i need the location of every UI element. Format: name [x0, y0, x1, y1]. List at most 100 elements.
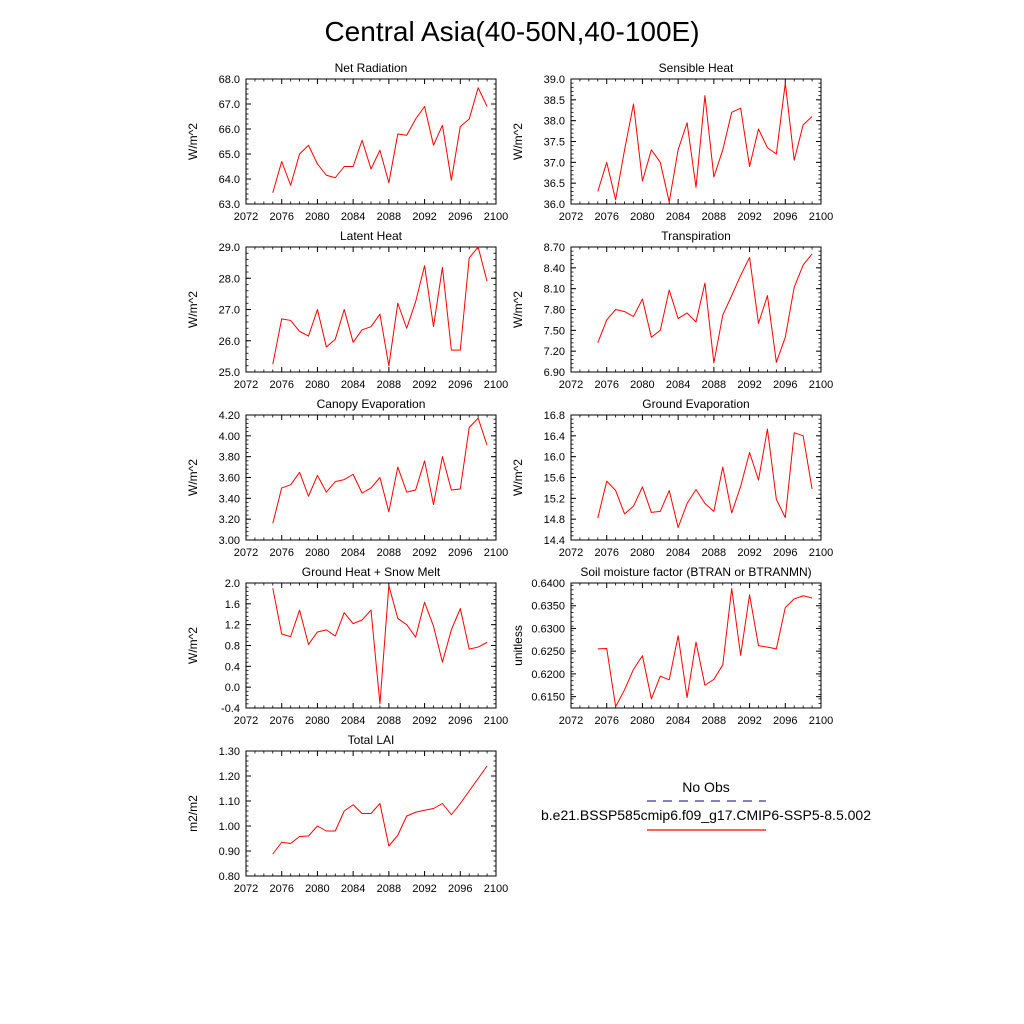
panel-title: Net Radiation: [335, 61, 408, 75]
series-line: [272, 246, 488, 367]
x-tick-label: 2100: [809, 547, 833, 559]
x-tick-label: 2084: [666, 547, 690, 559]
x-tick-label: 2080: [305, 379, 329, 391]
x-tick-label: 2072: [559, 547, 583, 559]
y-axis-label: W/m^2: [511, 459, 525, 496]
x-tick-label: 2076: [269, 379, 293, 391]
x-tick-label: 2096: [448, 547, 472, 559]
y-tick-label: 7.20: [544, 346, 565, 358]
series-line: [272, 765, 488, 855]
y-tick-label: 66.0: [219, 124, 240, 136]
y-axis-label: W/m^2: [511, 291, 525, 328]
y-tick-label: 38.0: [544, 116, 565, 128]
y-tick-label: 36.5: [544, 178, 565, 190]
y-tick-label: 1.00: [219, 821, 240, 833]
figure-title: Central Asia(40-50N,40-100E): [324, 16, 699, 47]
series-line: [597, 587, 813, 708]
x-tick-label: 2096: [773, 715, 797, 727]
y-tick-label: 29.0: [219, 242, 240, 254]
series-line: [597, 253, 813, 364]
x-tick-label: 2084: [666, 211, 690, 223]
x-tick-label: 2096: [448, 379, 472, 391]
y-tick-label: 3.00: [219, 535, 240, 547]
panel-title: Ground Heat + Snow Melt: [302, 565, 441, 579]
y-axis-label: W/m^2: [186, 123, 200, 160]
y-tick-label: 0.6250: [531, 646, 565, 658]
y-tick-label: 14.8: [544, 514, 565, 526]
x-tick-label: 2088: [377, 883, 401, 895]
x-tick-label: 2092: [412, 883, 436, 895]
y-tick-label: 16.4: [544, 431, 565, 443]
x-tick-label: 2076: [269, 211, 293, 223]
series-line: [597, 82, 813, 203]
panel-title: Total LAI: [348, 733, 395, 747]
x-tick-label: 2084: [341, 379, 365, 391]
y-tick-label: 63.0: [219, 199, 240, 211]
y-tick-label: 3.20: [219, 514, 240, 526]
chart-panel: Latent Heat W/m^2 2072 2076 2080 2084 2088 2092…: [186, 229, 508, 391]
chart-panel: Net Radiation W/m^2 2072 2076 2080 2084 2088 20…: [186, 61, 508, 223]
y-tick-label: 1.20: [219, 771, 240, 783]
x-tick-label: 2080: [630, 547, 654, 559]
y-tick-label: 38.5: [544, 95, 565, 107]
x-tick-label: 2092: [412, 379, 436, 391]
x-tick-label: 2084: [341, 547, 365, 559]
x-tick-label: 2080: [630, 379, 654, 391]
y-tick-label: 28.0: [219, 273, 240, 285]
y-tick-label: 65.0: [219, 149, 240, 161]
y-tick-label: 8.70: [544, 242, 565, 254]
y-axis-label: W/m^2: [186, 291, 200, 328]
x-tick-label: 2088: [702, 211, 726, 223]
x-tick-label: 2080: [305, 547, 329, 559]
chart-panel: Ground Heat + Snow Melt W/m^2 2072 2076 2080…: [186, 565, 508, 727]
y-tick-label: 3.60: [219, 473, 240, 485]
x-tick-label: 2100: [484, 547, 508, 559]
y-tick-label: 0.6350: [531, 601, 565, 613]
x-tick-label: 2088: [377, 211, 401, 223]
y-tick-label: 3.80: [219, 452, 240, 464]
panel-title: Soil moisture factor (BTRAN or BTRANMN): [580, 565, 811, 579]
chart-panels: Net Radiation W/m^2 2072 2076 2080 2084 2088 20…: [186, 61, 833, 895]
y-tick-label: 0.6150: [531, 692, 565, 704]
chart-panel: Sensible Heat W/m^2 2072 2076 2080 2084 2088 20…: [511, 61, 833, 223]
chart-panel: Ground Evaporation W/m^2 2072 2076 2080 2084 2…: [511, 397, 833, 559]
y-tick-label: 0.8: [225, 641, 240, 653]
x-tick-label: 2084: [666, 715, 690, 727]
legend: No Obs b.e21.BSSP585cmip6.f09_g17.CMIP6-…: [541, 779, 871, 831]
y-tick-label: 0.6200: [531, 669, 565, 681]
x-tick-label: 2076: [269, 547, 293, 559]
panel-title: Canopy Evaporation: [317, 397, 426, 411]
y-tick-label: 1.6: [225, 599, 240, 611]
x-tick-label: 2088: [702, 715, 726, 727]
y-tick-label: 36.0: [544, 199, 565, 211]
x-tick-label: 2072: [234, 883, 258, 895]
x-tick-label: 2088: [377, 547, 401, 559]
x-tick-label: 2084: [666, 379, 690, 391]
series-line: [272, 417, 488, 524]
y-tick-label: 39.0: [544, 74, 565, 86]
x-tick-label: 2096: [448, 211, 472, 223]
x-tick-label: 2080: [305, 883, 329, 895]
y-tick-label: 67.0: [219, 99, 240, 111]
y-tick-label: 8.10: [544, 284, 565, 296]
y-tick-label: 27.0: [219, 305, 240, 317]
panel-title: Transpiration: [661, 229, 731, 243]
y-tick-label: 4.20: [219, 410, 240, 422]
y-tick-label: 37.0: [544, 157, 565, 169]
x-tick-label: 2092: [412, 211, 436, 223]
x-tick-label: 2100: [809, 211, 833, 223]
x-tick-label: 2076: [269, 883, 293, 895]
x-tick-label: 2096: [448, 715, 472, 727]
y-tick-label: 37.5: [544, 137, 565, 149]
x-tick-label: 2092: [737, 715, 761, 727]
y-tick-label: 25.0: [219, 367, 240, 379]
y-tick-label: 3.40: [219, 493, 240, 505]
x-tick-label: 2100: [809, 715, 833, 727]
x-tick-label: 2088: [377, 715, 401, 727]
x-tick-label: 2076: [594, 715, 618, 727]
y-tick-label: 26.0: [219, 336, 240, 348]
chart-panel: Canopy Evaporation W/m^2 2072 2076 2080 2084 2…: [186, 397, 508, 559]
x-tick-label: 2076: [594, 379, 618, 391]
